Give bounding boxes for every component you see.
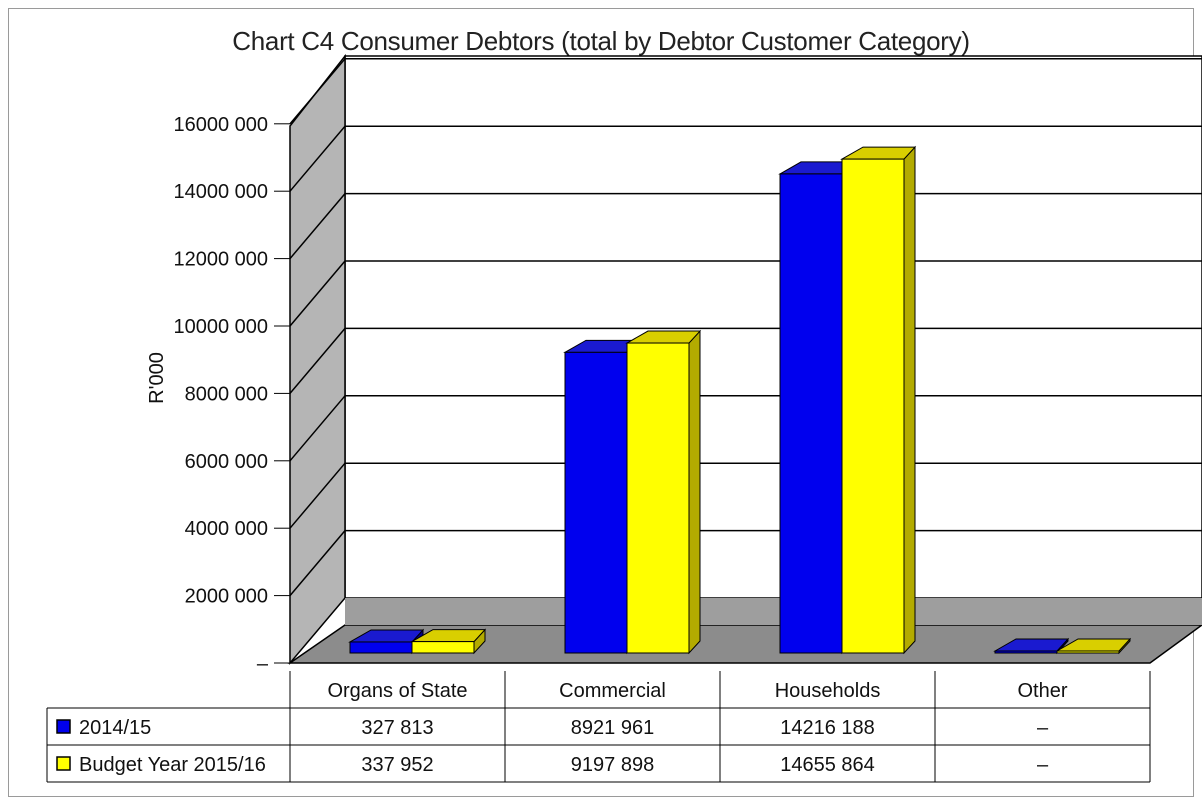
floor-back [345,598,1202,625]
y-tick-label: 6000 000 [185,451,268,473]
data-label: 14655 864 [780,754,875,776]
y-tick-label: 12000 000 [173,249,268,271]
y-tick-label: 2000 000 [185,586,268,608]
x-tick-label: Organs of State [327,680,467,702]
data-label: 14216 188 [780,717,875,739]
bar [994,650,1058,654]
data-label: 337 952 [361,754,433,776]
floor [287,624,1202,664]
x-tick-label: Households [775,680,881,702]
gridline-side [289,193,346,260]
y-tick-label: 14000 000 [173,181,268,203]
legend-swatch [56,719,71,734]
bar [626,342,690,654]
y-tick-label: 16000 000 [173,114,268,136]
y-tick-label: – [257,653,269,675]
side-wall [289,53,346,666]
y-tick-label: 10000 000 [173,316,268,338]
back-wall [344,55,1202,599]
y-tick-label: 8000 000 [185,383,268,405]
bar-side [903,145,916,655]
bar [349,641,413,654]
gridline-side [289,58,346,125]
data-label: 9197 898 [571,754,654,776]
data-label: 8921 961 [571,717,654,739]
x-tick-label: Commercial [559,680,666,702]
bar [564,351,628,654]
bar [779,173,843,654]
bar-side [688,329,701,655]
data-label: – [1037,754,1049,776]
bar [1056,650,1120,654]
gridline-side [289,327,346,394]
legend-label: 2014/15 [79,717,151,739]
x-tick-label: Other [1017,680,1067,702]
gridline-side [289,125,346,192]
legend-label: Budget Year 2015/16 [79,754,266,776]
data-label: 327 813 [361,717,433,739]
gridline-side [289,395,346,462]
chart-title: Chart C4 Consumer Debtors (total by Debt… [232,26,970,56]
gridline-side [289,462,346,529]
gridline-side [289,530,346,597]
data-label: – [1037,717,1049,739]
gridline-side [289,260,346,327]
bar [841,158,905,654]
bar [411,641,475,654]
legend-swatch [56,756,71,771]
y-tick-label: 4000 000 [185,518,268,540]
y-axis-label: R'000 [146,352,168,404]
